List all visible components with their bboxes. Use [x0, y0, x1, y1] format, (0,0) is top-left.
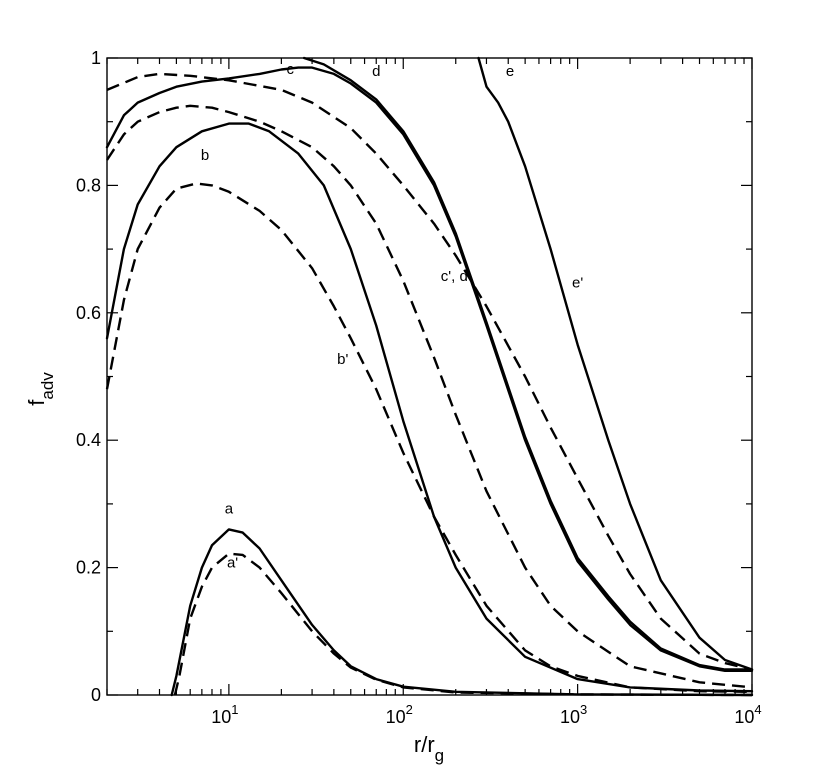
curve-labels: a a' b b' c d c', d' e e' [201, 61, 583, 572]
x-tick-label: 101 [211, 702, 238, 727]
curve-label-a-prime: a' [227, 555, 238, 572]
x-tick-label: 102 [386, 702, 413, 727]
series-line-d [302, 56, 754, 671]
series-line-c-prime-d-prime [105, 104, 753, 689]
y-tick-label: 0.8 [76, 175, 101, 195]
series-line-e-prime [106, 72, 753, 671]
series-line-c [105, 66, 754, 672]
curve-label-e: e [506, 63, 514, 80]
tick-labels: 101 102 103 104 0 0.2 0.4 0.6 0.8 1 [76, 48, 762, 727]
x-tick-label: 103 [560, 702, 587, 727]
y-tick-label: 1 [91, 48, 101, 68]
axis-ticks [106, 57, 753, 696]
x-tick-label: 104 [734, 702, 761, 727]
curve-label-b-prime: b' [337, 351, 348, 368]
series-line-a-prime [173, 552, 753, 697]
y-tick-label: 0.6 [76, 303, 101, 323]
series-line-b-prime [105, 182, 753, 693]
curve-label-c-prime-d-prime: c', d' [441, 268, 471, 285]
curve-label-b: b [201, 147, 209, 164]
y-tick-label: 0.4 [76, 430, 101, 450]
series-line-a [170, 528, 754, 697]
curve-label-d: d [372, 63, 380, 80]
series-line-e [477, 56, 754, 671]
x-axis-label: r/rg [414, 732, 444, 765]
curve-label-a: a [225, 500, 234, 517]
y-tick-label: 0 [91, 685, 101, 705]
y-axis-label: fadv [24, 372, 57, 406]
series-line-b [105, 122, 754, 693]
y-tick-label: 0.2 [76, 558, 101, 578]
curve-label-e-prime: e' [572, 274, 583, 291]
curve-label-c: c [287, 61, 295, 78]
series-lines [105, 56, 754, 697]
